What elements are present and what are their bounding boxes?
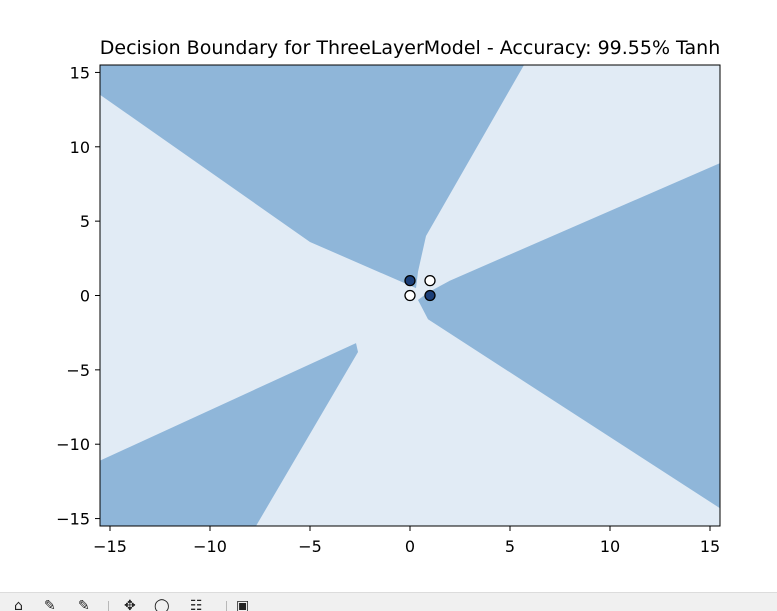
toolbar-separator (108, 601, 109, 611)
class-1-region (418, 163, 720, 509)
data-point (404, 289, 416, 302)
x-axis: −15 −10 −5 0 5 10 15 (93, 526, 720, 556)
y-tick-label: 5 (80, 212, 90, 231)
data-point (424, 289, 436, 302)
decision-boundary-chart: Decision Boundary for ThreeLayerModel - … (56, 37, 721, 556)
figure: Decision Boundary for ThreeLayerModel - … (56, 37, 721, 556)
x-tick-label: −5 (298, 537, 322, 556)
class-1-region (100, 343, 358, 526)
class-1-region (100, 65, 524, 289)
y-tick-label: −15 (56, 510, 90, 529)
x-tick-label: 5 (505, 537, 515, 556)
back-icon[interactable]: ✎ (44, 598, 56, 611)
data-point (424, 274, 436, 287)
home-icon[interactable]: ⌂ (14, 598, 23, 611)
y-tick-label: 10 (70, 138, 90, 157)
x-tick-label: 0 (405, 537, 415, 556)
plot-area (99, 64, 721, 527)
chart-title: Decision Boundary for ThreeLayerModel - … (100, 37, 721, 59)
y-tick-label: −5 (66, 361, 90, 380)
y-tick-label: 15 (70, 63, 90, 82)
x-tick-label: −15 (93, 537, 127, 556)
forward-icon[interactable]: ✎ (78, 598, 90, 611)
data-point (404, 274, 416, 287)
configure-icon[interactable]: ☷ (190, 598, 203, 611)
y-tick-label: 0 (80, 287, 90, 306)
x-tick-label: 10 (600, 537, 620, 556)
navigation-toolbar: ⌂ ✎ ✎ ✥ ◯ ☷ ▣ (0, 592, 777, 611)
save-icon[interactable]: ▣ (236, 598, 250, 611)
x-tick-label: 15 (700, 537, 720, 556)
x-tick-label: −10 (193, 537, 227, 556)
toolbar-separator (226, 601, 227, 611)
y-axis: −15 −10 −5 0 5 10 15 (56, 63, 100, 529)
zoom-icon[interactable]: ◯ (154, 598, 170, 611)
y-tick-label: −10 (56, 435, 90, 454)
pan-icon[interactable]: ✥ (124, 598, 136, 611)
